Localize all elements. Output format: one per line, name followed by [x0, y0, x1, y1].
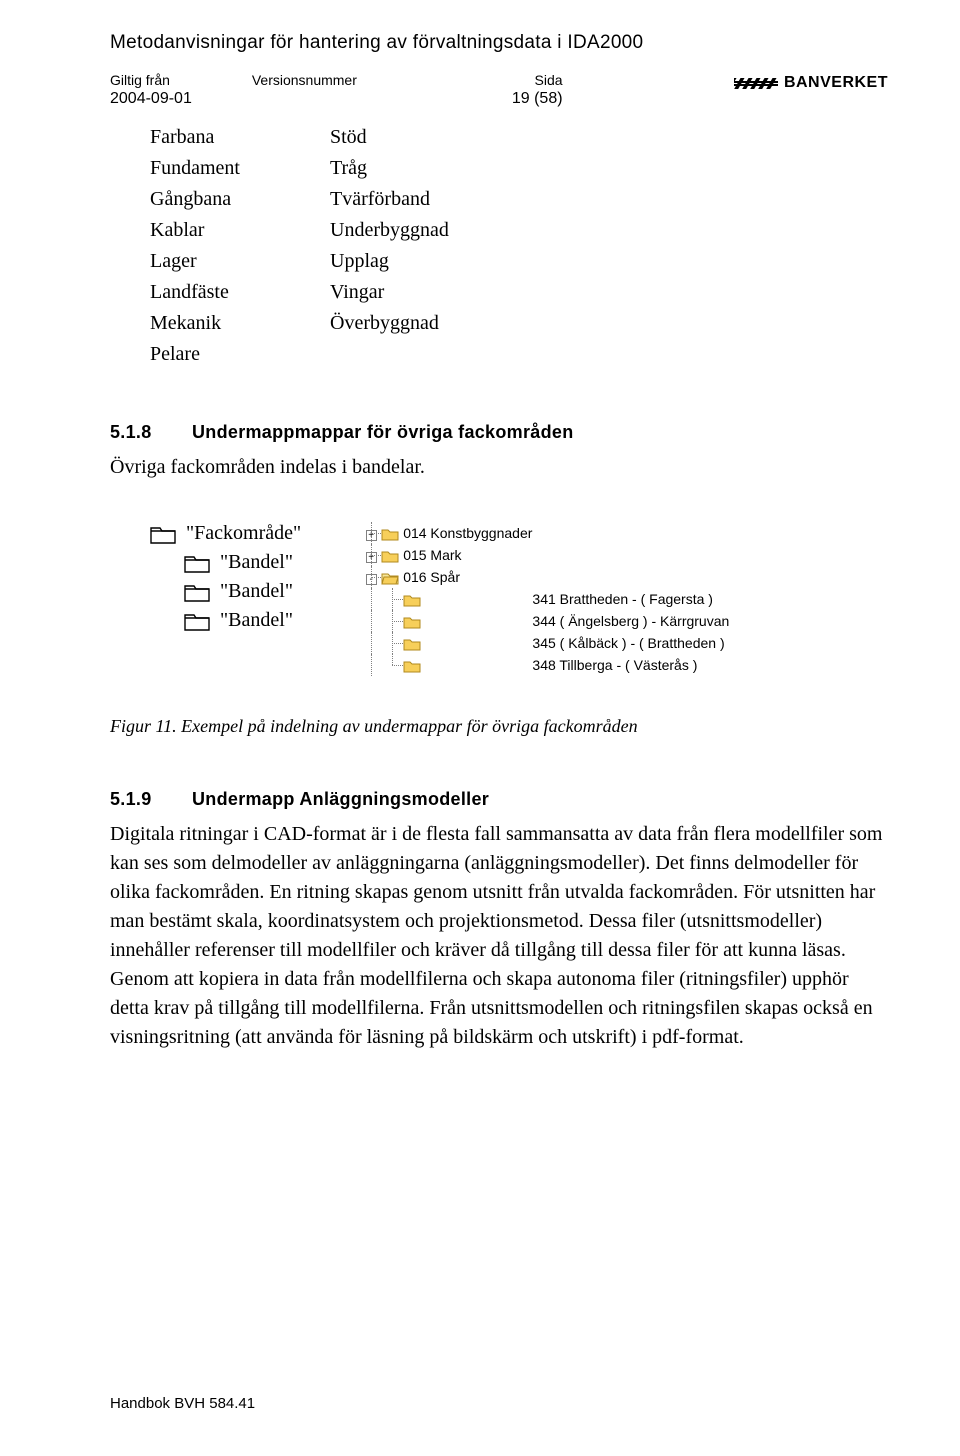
- expand-icon[interactable]: +: [366, 552, 377, 563]
- folder-closed-icon: [381, 527, 399, 541]
- list-item: Fundament: [150, 153, 240, 184]
- page-value: 19 (58): [512, 90, 563, 108]
- tree-node-label: 015 Mark: [403, 544, 532, 566]
- term-column-right: Stöd Tråg Tvärförband Underbyggnad Uppla…: [330, 122, 449, 370]
- banverket-logo: BANVERKET: [734, 72, 888, 94]
- tree-leaf[interactable]: 344 ( Ängelsberg ) - Kärrgruvan: [361, 610, 729, 632]
- list-item: Landfäste: [150, 277, 240, 308]
- header-version: Versionsnummer: [252, 72, 452, 90]
- collapse-icon[interactable]: -: [366, 574, 377, 585]
- folder-closed-icon: [403, 637, 421, 651]
- tree-leaf-label: 348 Tillberga - ( Västerås ): [532, 654, 729, 676]
- list-item: Mekanik: [150, 308, 240, 339]
- folder-open-icon: [381, 571, 399, 585]
- tree-leaf[interactable]: 348 Tillberga - ( Västerås ): [361, 654, 729, 676]
- section-number: 5.1.8: [110, 422, 174, 443]
- folder-row: "Bandel": [184, 609, 301, 632]
- section-number: 5.1.9: [110, 789, 174, 810]
- folder-row: "Fackområde": [150, 522, 301, 545]
- valid-from-value: 2004-09-01: [110, 90, 192, 108]
- term-column-left: Farbana Fundament Gångbana Kablar Lager …: [150, 122, 240, 370]
- logo-mark-icon: [734, 72, 778, 94]
- tree-leaf-label: 345 ( Kålbäck ) - ( Brattheden ): [532, 632, 729, 654]
- tree-node[interactable]: + 015 Mark: [361, 544, 729, 566]
- folder-open-icon: [184, 582, 210, 602]
- section-518-body: Övriga fackområden indelas i bandelar.: [110, 453, 888, 482]
- folder-closed-icon: [403, 593, 421, 607]
- document-title: Metodanvisningar för hantering av förval…: [110, 32, 888, 54]
- tree-leaf-label: 344 ( Ängelsberg ) - Kärrgruvan: [532, 610, 729, 632]
- list-item: Tvärförband: [330, 184, 449, 215]
- list-item: Tråg: [330, 153, 449, 184]
- list-item: Upplag: [330, 246, 449, 277]
- list-item: Gångbana: [150, 184, 240, 215]
- version-label: Versionsnummer: [252, 72, 452, 88]
- list-item: Underbyggnad: [330, 215, 449, 246]
- folder-open-icon: [184, 611, 210, 631]
- windows-treeview: + 014 Konstbyggnader + 015 Mark -: [361, 522, 729, 676]
- folder-row: "Bandel": [184, 580, 301, 603]
- folder-structure-diagram: "Fackområde" "Bandel" "Bandel" "Bandel": [150, 522, 301, 632]
- folder-label: "Bandel": [220, 551, 293, 574]
- folder-label: "Bandel": [220, 580, 293, 603]
- tree-node-label: 014 Konstbyggnader: [403, 522, 532, 544]
- folder-closed-icon: [403, 615, 421, 629]
- section-519-body: Digitala ritningar i CAD-format är i de …: [110, 820, 888, 1052]
- folder-open-icon: [184, 553, 210, 573]
- header-page: Sida 19 (58): [512, 72, 563, 108]
- tree-node-label: 016 Spår: [403, 566, 532, 588]
- valid-from-label: Giltig från: [110, 72, 192, 88]
- tree-leaf-label: 341 Brattheden - ( Fagersta ): [532, 588, 729, 610]
- section-519-heading: 5.1.9 Undermapp Anläggningsmodeller: [110, 789, 888, 810]
- folder-closed-icon: [381, 549, 399, 563]
- folder-open-icon: [150, 524, 176, 544]
- section-title: Undermapp Anläggningsmodeller: [192, 789, 489, 810]
- list-item: Överbyggnad: [330, 308, 449, 339]
- figure-caption: Figur 11. Exempel på indelning av underm…: [110, 716, 888, 737]
- list-item: Lager: [150, 246, 240, 277]
- expand-icon[interactable]: +: [366, 530, 377, 541]
- tree-node[interactable]: - 016 Spår: [361, 566, 729, 588]
- page-label: Sida: [512, 72, 563, 88]
- list-item: Stöd: [330, 122, 449, 153]
- folder-label: "Bandel": [220, 609, 293, 632]
- folder-row: "Bandel": [184, 551, 301, 574]
- list-item: Vingar: [330, 277, 449, 308]
- section-title: Undermappmappar för övriga fackområden: [192, 422, 574, 443]
- term-columns: Farbana Fundament Gångbana Kablar Lager …: [150, 122, 888, 370]
- list-item: Kablar: [150, 215, 240, 246]
- list-item: Farbana: [150, 122, 240, 153]
- tree-node[interactable]: + 014 Konstbyggnader: [361, 522, 729, 544]
- header-valid-from: Giltig från 2004-09-01: [110, 72, 192, 108]
- tree-leaf[interactable]: 345 ( Kålbäck ) - ( Brattheden ): [361, 632, 729, 654]
- folder-label: "Fackområde": [186, 522, 301, 545]
- folder-closed-icon: [403, 659, 421, 673]
- document-header: Giltig från 2004-09-01 Versionsnummer Si…: [110, 72, 888, 108]
- tree-leaf[interactable]: 341 Brattheden - ( Fagersta ): [361, 588, 729, 610]
- list-item: Pelare: [150, 339, 240, 370]
- logo-text: BANVERKET: [784, 74, 888, 92]
- footer-handbook: Handbok BVH 584.41: [110, 1395, 255, 1412]
- section-518-heading: 5.1.8 Undermappmappar för övriga fackomr…: [110, 422, 888, 443]
